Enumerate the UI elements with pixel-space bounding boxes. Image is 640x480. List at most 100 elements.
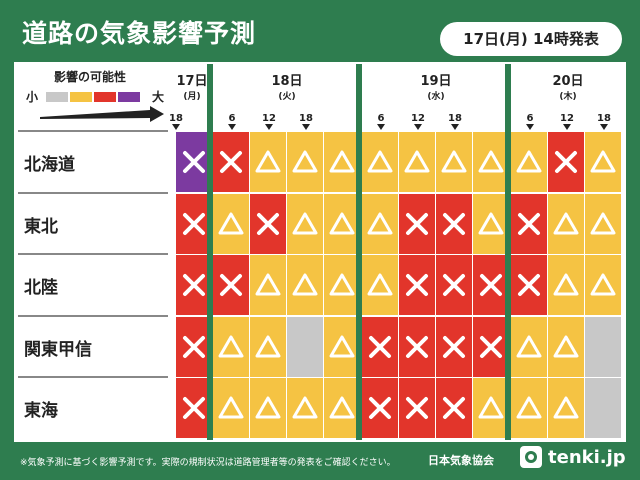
triangle-icon <box>404 150 430 173</box>
triangle-icon <box>292 212 318 235</box>
triangle-icon <box>553 273 579 296</box>
cross-icon <box>443 336 465 358</box>
weekday-label: (火) <box>278 92 296 102</box>
region-label: 北海道 <box>24 154 75 175</box>
forecast-cell <box>324 255 360 315</box>
forecast-cell <box>250 317 286 377</box>
cross-icon <box>220 151 242 173</box>
forecast-cell <box>362 255 398 315</box>
legend: 影響の可能性 小 大 <box>20 64 168 128</box>
forecast-cell <box>548 378 584 438</box>
cross-icon <box>443 397 465 419</box>
triangle-icon <box>255 335 281 358</box>
forecast-cell <box>287 132 323 192</box>
triangle-icon <box>218 335 244 358</box>
forecast-cell <box>399 132 435 192</box>
legend-swatch-none <box>46 92 68 102</box>
cross-icon <box>406 274 428 296</box>
organization-name: 日本気象協会 <box>428 454 494 467</box>
forecast-cell <box>176 194 212 254</box>
hour-label: 6 <box>526 113 534 124</box>
triangle-icon <box>478 212 504 235</box>
triangle-icon <box>218 212 244 235</box>
forecast-cell <box>436 194 472 254</box>
forecast-cell <box>362 378 398 438</box>
legend-low-label: 小 <box>26 90 39 104</box>
hour-tick-icon <box>526 124 534 130</box>
hour-label: 12 <box>262 113 276 124</box>
forecast-cell <box>548 194 584 254</box>
forecast-cell <box>473 255 509 315</box>
triangle-icon <box>329 212 355 235</box>
forecast-cell <box>213 194 249 254</box>
forecast-cell <box>399 378 435 438</box>
triangle-icon <box>367 273 393 296</box>
cross-icon <box>183 274 205 296</box>
hour-tick-icon <box>563 124 571 130</box>
day-separator <box>505 64 511 440</box>
day-header: 17日 (月) <box>172 70 212 102</box>
brand-logo: tenki.jp <box>520 446 626 468</box>
hour-tick-icon <box>377 124 385 130</box>
forecast-cell <box>548 255 584 315</box>
forecast-cell <box>511 255 547 315</box>
forecast-cell <box>511 194 547 254</box>
triangle-icon <box>292 396 318 419</box>
cross-icon <box>183 397 205 419</box>
cross-icon <box>406 213 428 235</box>
triangle-icon <box>255 273 281 296</box>
forecast-cell <box>324 132 360 192</box>
forecast-cell <box>362 132 398 192</box>
cross-icon <box>183 336 205 358</box>
arrow-right-icon <box>40 106 164 122</box>
triangle-icon <box>255 396 281 419</box>
cross-icon <box>369 336 391 358</box>
forecast-cell <box>287 194 323 254</box>
footnote: ※気象予測に基づく影響予測です。実際の規制状況は道路管理者等の発表をご確認くださ… <box>20 458 396 468</box>
hour-label: 6 <box>228 113 236 124</box>
forecast-cell <box>511 132 547 192</box>
legend-swatch-mid <box>94 92 116 102</box>
row-divider <box>18 130 168 132</box>
forecast-cell <box>250 194 286 254</box>
weekday-label: (木) <box>559 92 577 102</box>
triangle-icon <box>329 150 355 173</box>
cross-icon <box>480 336 502 358</box>
forecast-cell <box>436 255 472 315</box>
legend-title: 影響の可能性 <box>54 70 127 84</box>
hour-tick-icon <box>302 124 310 130</box>
row-divider <box>18 192 168 194</box>
weekday-label: (水) <box>427 92 445 102</box>
triangle-icon <box>329 335 355 358</box>
cross-icon <box>480 274 502 296</box>
forecast-cell <box>362 317 398 377</box>
row-divider <box>18 315 168 317</box>
forecast-cell <box>511 378 547 438</box>
triangle-icon <box>292 150 318 173</box>
forecast-cell <box>250 255 286 315</box>
forecast-cell <box>585 378 621 438</box>
triangle-icon <box>255 150 281 173</box>
forecast-cell <box>324 194 360 254</box>
hour-label: 18 <box>448 113 462 124</box>
forecast-cell <box>176 378 212 438</box>
triangle-icon <box>218 396 244 419</box>
forecast-cell <box>324 378 360 438</box>
forecast-cell <box>176 132 212 192</box>
triangle-icon <box>367 212 393 235</box>
forecast-cell <box>473 132 509 192</box>
forecast-cell <box>436 317 472 377</box>
triangle-icon <box>516 396 542 419</box>
forecast-cell <box>176 255 212 315</box>
forecast-cell <box>213 378 249 438</box>
forecast-cell <box>585 194 621 254</box>
hour-label: 18 <box>169 113 183 124</box>
triangle-icon <box>367 150 393 173</box>
forecast-cell <box>548 317 584 377</box>
triangle-icon <box>553 396 579 419</box>
triangle-icon <box>590 212 616 235</box>
row-divider <box>18 253 168 255</box>
brand-name: tenki.jp <box>548 446 626 468</box>
forecast-cell <box>287 378 323 438</box>
forecast-cell <box>213 317 249 377</box>
